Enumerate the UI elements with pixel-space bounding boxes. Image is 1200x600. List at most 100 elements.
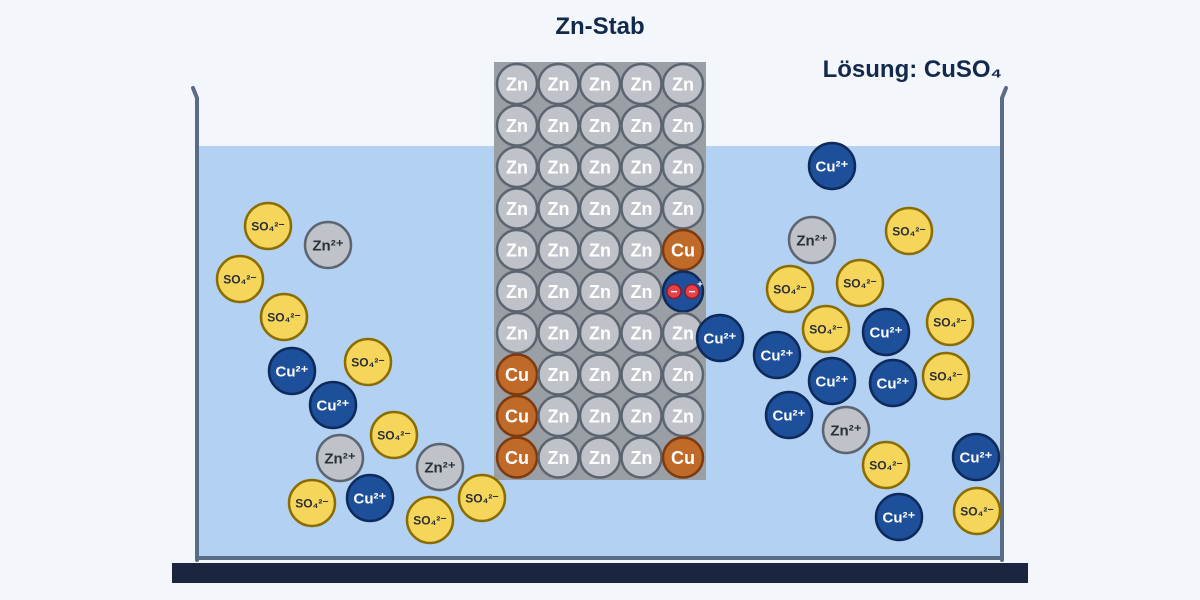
solution-label: Lösung: CuSO₄ bbox=[823, 56, 1002, 83]
zinc-atom-shape bbox=[578, 394, 622, 438]
zinc-atom: Zn bbox=[578, 187, 622, 230]
zinc-atom-shape bbox=[495, 228, 539, 272]
sulfate-ion-shape bbox=[405, 495, 455, 545]
zinc-atom-shape bbox=[495, 104, 539, 147]
electron-label: − bbox=[670, 285, 677, 299]
zinc-atom: Zn bbox=[620, 145, 663, 189]
zinc-atom-shape bbox=[537, 145, 580, 189]
sulfate-ion: SO₄²⁻ bbox=[287, 478, 337, 528]
zinc-atom-label: Zn bbox=[672, 116, 694, 136]
copper-atom-label: Cu bbox=[505, 406, 529, 426]
electron-shape bbox=[666, 283, 682, 300]
ions-in-solution: SO₄²⁻ Zn²⁺ SO₄²⁻ SO₄²⁻ Cu²⁺ SO₄²⁻ Cu²⁺ SO₄²⁻ Zn²… bbox=[215, 141, 1002, 545]
zinc-atom-shape bbox=[495, 187, 539, 230]
zinc-atom: Zn bbox=[578, 436, 622, 479]
zinc-atom: Zn bbox=[578, 394, 622, 438]
sulfate-ion-shape bbox=[369, 410, 419, 460]
zinc-atom: Zn bbox=[537, 187, 580, 230]
beaker-left-wall bbox=[191, 86, 199, 562]
sulfate-ion: SO₄²⁻ bbox=[952, 486, 1002, 536]
zinc-atom: Zn bbox=[661, 353, 705, 396]
copper-ion-label: Cu²⁺ bbox=[354, 490, 387, 507]
zinc-atom-label: Zn bbox=[548, 157, 570, 177]
copper-atom-label: Cu bbox=[505, 448, 529, 468]
zinc-atom-label: Zn bbox=[589, 199, 611, 219]
zinc-atom: Zn bbox=[537, 228, 580, 272]
sulfate-ion-label: SO₄²⁻ bbox=[933, 315, 966, 329]
zinc-atom: Zn bbox=[620, 394, 663, 438]
zinc-atom-label: Zn bbox=[631, 240, 653, 260]
zinc-atom-shape bbox=[537, 228, 580, 272]
copper-ion-label: Cu²⁺ bbox=[276, 363, 309, 380]
sulfate-ion: SO₄²⁻ bbox=[925, 297, 975, 347]
zinc-atom: Zn bbox=[620, 104, 663, 147]
sulfate-ion-shape bbox=[765, 264, 815, 314]
sulfate-ion-shape bbox=[259, 292, 309, 342]
zinc-atom: Zn bbox=[620, 311, 663, 355]
zinc-atom-shape bbox=[537, 311, 580, 355]
sulfate-ion-label: SO₄²⁻ bbox=[223, 272, 256, 286]
zinc-atom-shape bbox=[537, 62, 580, 106]
copper-atom-label: Cu bbox=[671, 240, 695, 260]
copper-ion: Cu²⁺ bbox=[951, 432, 1001, 482]
zinc-atom: Zn bbox=[620, 228, 663, 272]
copper-ion-label: Cu²⁺ bbox=[317, 397, 350, 414]
zinc-atom: Zn bbox=[537, 270, 580, 313]
zinc-atom: Zn bbox=[661, 394, 705, 438]
electron: − bbox=[666, 283, 682, 300]
copper-atom-shape bbox=[661, 228, 705, 272]
sulfate-ion-shape bbox=[884, 206, 934, 256]
copper-ion-shape bbox=[267, 346, 317, 396]
zinc-atom-shape bbox=[578, 353, 622, 396]
zinc-atom: Zn bbox=[537, 145, 580, 189]
sulfate-ion-label: SO₄²⁻ bbox=[960, 504, 993, 518]
sulfate-ion: SO₄²⁻ bbox=[215, 254, 265, 304]
zinc-atom-label: Zn bbox=[631, 448, 653, 468]
zinc-atom-shape bbox=[578, 228, 622, 272]
zinc-atom: Zn bbox=[578, 145, 622, 189]
zinc-atom: Zn bbox=[537, 104, 580, 147]
zinc-atom-shape bbox=[578, 436, 622, 479]
zinc-atom: Zn bbox=[495, 228, 539, 272]
zinc-atom-label: Zn bbox=[589, 240, 611, 260]
copper-ion-label: Cu²⁺ bbox=[816, 373, 849, 390]
sulfate-ion-label: SO₄²⁻ bbox=[843, 276, 876, 290]
copper-atom: Cu bbox=[661, 436, 705, 479]
zinc-atom-shape bbox=[661, 104, 705, 147]
sulfate-ion: SO₄²⁻ bbox=[835, 258, 885, 308]
zinc-atom-shape bbox=[495, 62, 539, 106]
zinc-ion-shape bbox=[787, 215, 837, 265]
zinc-atom-shape bbox=[620, 187, 663, 230]
base-plate bbox=[172, 563, 1028, 583]
zinc-atom: Zn bbox=[537, 394, 580, 438]
electron: − bbox=[684, 283, 700, 300]
zinc-atom: Zn bbox=[578, 311, 622, 355]
sulfate-ion: SO₄²⁻ bbox=[801, 304, 851, 354]
zinc-atom: Zn bbox=[537, 436, 580, 479]
sulfate-ion-shape bbox=[457, 473, 507, 523]
zinc-atom-shape bbox=[661, 145, 705, 189]
zinc-atom: Zn bbox=[620, 353, 663, 396]
beaker-right-wall bbox=[1000, 86, 1008, 562]
zinc-atom-shape bbox=[620, 311, 663, 355]
copper-ion: Cu²⁺ bbox=[764, 390, 814, 440]
zinc-ion-label: Zn²⁺ bbox=[830, 422, 861, 439]
zinc-atom: Zn bbox=[661, 62, 705, 106]
sulfate-ion: SO₄²⁻ bbox=[369, 410, 419, 460]
zinc-ion-shape bbox=[821, 405, 871, 455]
zinc-atom-label: Zn bbox=[672, 323, 694, 343]
zinc-atom: Zn bbox=[661, 187, 705, 230]
copper-ion-label: Cu²⁺ bbox=[761, 347, 794, 364]
zinc-atom-label: Zn bbox=[631, 116, 653, 136]
zinc-atom-shape bbox=[578, 145, 622, 189]
sulfate-ion: SO₄²⁻ bbox=[405, 495, 455, 545]
copper-ion-shape bbox=[807, 356, 857, 406]
zinc-atom: Zn bbox=[578, 62, 622, 106]
zinc-atom-shape bbox=[620, 228, 663, 272]
zinc-atom-label: Zn bbox=[548, 323, 570, 343]
zinc-atom-shape bbox=[661, 62, 705, 106]
sulfate-ion-shape bbox=[921, 351, 971, 401]
zinc-atom: Zn bbox=[578, 353, 622, 396]
zinc-atom-shape bbox=[661, 187, 705, 230]
zinc-atom-shape bbox=[495, 145, 539, 189]
